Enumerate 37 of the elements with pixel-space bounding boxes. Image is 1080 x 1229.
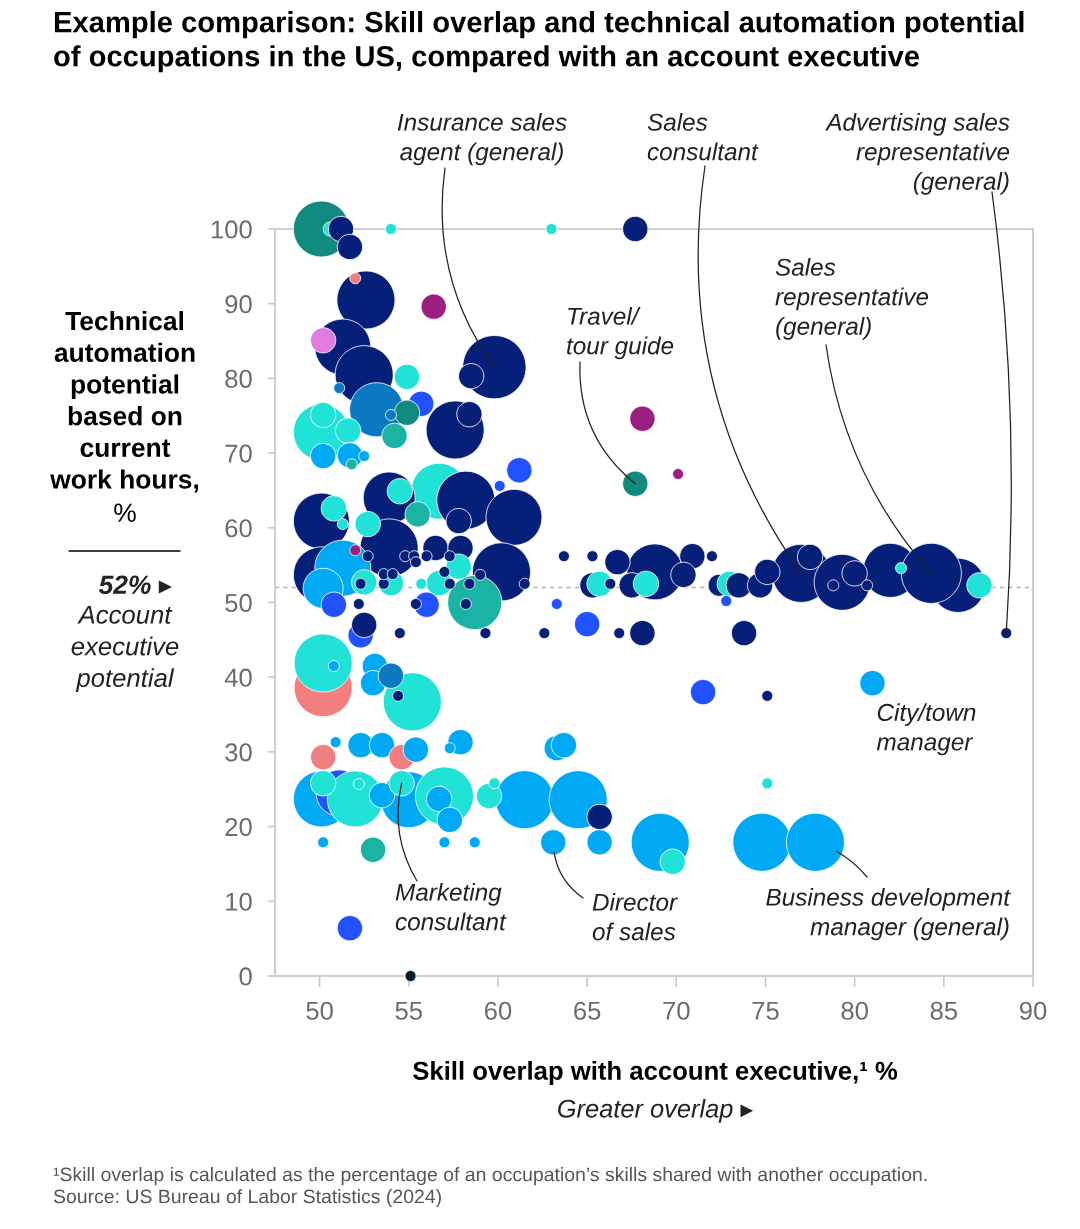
x-tick-label: 60 <box>484 1001 512 1020</box>
text: Account executive potential <box>71 605 179 693</box>
annotation: Sales representative (general) <box>775 258 929 340</box>
y-tick-label: 100 <box>211 220 252 239</box>
x-axis-title: Skill overlap with account executive,¹ % <box>413 1061 898 1085</box>
x-tick-label: 80 <box>841 1001 868 1020</box>
y-tick-label: 20 <box>225 817 252 837</box>
annotation: Director of sales <box>592 893 678 941</box>
y-tick-label: 0 <box>239 967 252 986</box>
annotation: Travel/ tour guide <box>567 307 674 360</box>
x-tick-label: 85 <box>930 1001 958 1020</box>
y-tick-label: 80 <box>225 369 252 388</box>
x-tick-label: 55 <box>395 1001 422 1020</box>
annotation: Marketing consultant <box>395 883 507 931</box>
annotation: Insurance sales agent (general) <box>397 113 567 166</box>
y-tick-label: 60 <box>225 519 252 538</box>
x-tick-label: 90 <box>1019 1001 1047 1020</box>
annotation: Advertising sales representative (general) <box>825 113 1010 195</box>
y-tick-label: 30 <box>225 743 252 762</box>
annotation: Business development manager (general) <box>766 888 1011 941</box>
text: ¹Skill overlap is calculated as the percentage of an occupation’s skills shared with another occupation. <box>53 1167 927 1186</box>
source-note: Source: US Bureau of Labor Statistics (2024) <box>53 1189 441 1208</box>
y-tick-label: 90 <box>225 295 252 314</box>
y-tick-label: 10 <box>226 892 252 911</box>
y-tick-label: 50 <box>225 593 252 613</box>
annotation: City/town manager <box>876 703 976 756</box>
y-axis-title: Technical automation potential based on current work hours, % <box>50 311 199 522</box>
y-tick-label: 70 <box>225 444 252 463</box>
y-tick-label: 40 <box>224 668 252 687</box>
text: 52% ▸ <box>98 575 172 595</box>
x-tick-label: 75 <box>752 1001 779 1020</box>
chart-title: Example comparison: Skill overlap and technical automation potential of occupations in the US, compared with an account executive <box>54 11 1024 73</box>
annotation: Sales consultant <box>647 113 759 161</box>
x-tick-label: 65 <box>574 1001 601 1020</box>
x-tick-label: 70 <box>663 1001 690 1020</box>
text: Greater overlap ▸ <box>558 1099 754 1123</box>
x-tick-label: 50 <box>306 1001 333 1020</box>
